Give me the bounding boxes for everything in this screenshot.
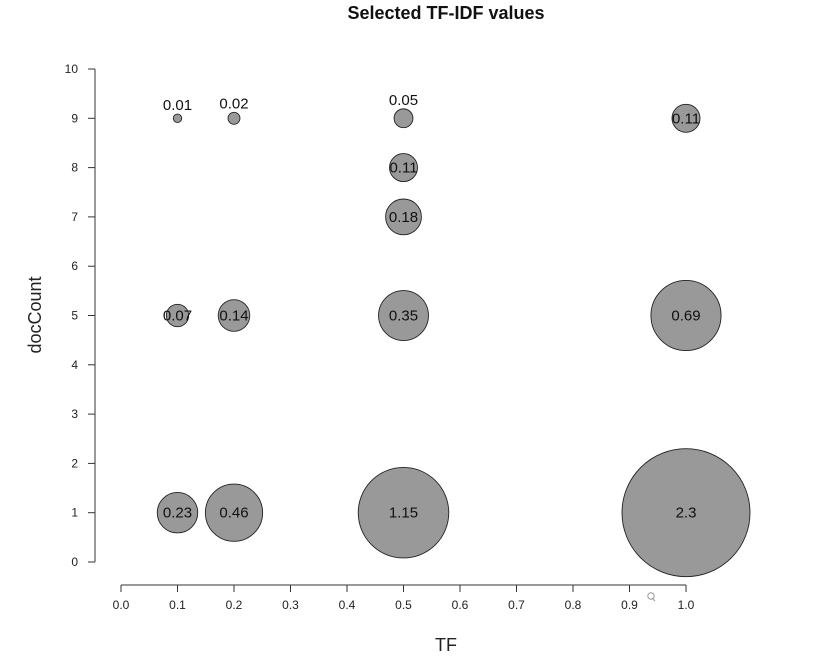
bubble bbox=[156, 492, 199, 534]
bubble bbox=[385, 198, 422, 236]
y-tick-label: 5 bbox=[71, 309, 78, 323]
bubble bbox=[204, 483, 264, 542]
y-tick-label: 10 bbox=[65, 62, 79, 76]
bubble bbox=[671, 103, 701, 133]
y-tick-label: 8 bbox=[71, 161, 78, 175]
bubble-label: 0.23 bbox=[163, 505, 192, 522]
cursor-icon bbox=[647, 592, 656, 602]
x-axis: 0.0 0.1 0.2 0.3 0.4 0.5 0.6 0.7 0.8 0.9 1.0 bbox=[113, 584, 695, 612]
x-tick-label: 0.1 bbox=[169, 598, 186, 612]
bubble bbox=[172, 113, 183, 123]
bubble bbox=[389, 153, 418, 183]
bubble-label: 0.14 bbox=[219, 308, 248, 325]
x-tick-label: 0.5 bbox=[395, 598, 412, 612]
bubble-label: 1.15 bbox=[389, 505, 418, 522]
bubbles: 0.01 0.02 0.05 0.11 0.11 0.18 0.07 0.14 0.35 0.69… bbox=[156, 92, 751, 578]
x-tick-label: 0.2 bbox=[226, 598, 243, 612]
chart-title: Selected TF-IDF values bbox=[347, 3, 544, 23]
bubble-label: 0.69 bbox=[671, 308, 700, 325]
x-tick-label: 0.3 bbox=[282, 598, 299, 612]
x-tick-label: 0.8 bbox=[565, 598, 582, 612]
bubble-label: 0.07 bbox=[163, 308, 192, 325]
y-tick-label: 6 bbox=[71, 259, 78, 273]
bubble bbox=[393, 108, 414, 129]
y-tick-label: 7 bbox=[71, 210, 78, 224]
bubble bbox=[357, 466, 450, 559]
y-tick-label: 1 bbox=[71, 506, 78, 520]
bubble bbox=[378, 290, 429, 341]
bubble-label: 0.11 bbox=[672, 110, 700, 127]
bubble bbox=[227, 111, 241, 125]
x-tick-label: 0.9 bbox=[621, 598, 638, 612]
bubble-label: 0.02 bbox=[219, 95, 248, 112]
x-axis-label: TF bbox=[435, 635, 457, 655]
bubble bbox=[650, 279, 722, 352]
y-axis: 0 1 2 3 4 5 6 7 8 9 10 bbox=[65, 62, 96, 569]
bubble-label: 0.18 bbox=[389, 209, 418, 226]
y-tick-label: 9 bbox=[71, 111, 78, 125]
x-tick-label: 0.0 bbox=[113, 598, 130, 612]
y-tick-label: 3 bbox=[71, 407, 78, 421]
bubble-label: 0.35 bbox=[389, 308, 418, 325]
y-tick-label: 2 bbox=[71, 456, 78, 470]
x-tick-label: 0.6 bbox=[452, 598, 469, 612]
y-tick-label: 4 bbox=[71, 358, 78, 372]
x-tick-label: 0.7 bbox=[508, 598, 525, 612]
bubble-label: 0.05 bbox=[389, 92, 418, 109]
x-tick-label: 1.0 bbox=[678, 598, 695, 612]
bubble-label: 0.46 bbox=[219, 505, 248, 522]
bubble-label: 0.11 bbox=[389, 160, 417, 177]
bubble bbox=[621, 448, 751, 578]
bubble-label: 0.01 bbox=[163, 97, 192, 114]
bubble-label: 2.3 bbox=[676, 505, 697, 522]
x-tick-label: 0.4 bbox=[339, 598, 356, 612]
y-axis-label: docCount bbox=[25, 276, 45, 353]
y-tick-label: 0 bbox=[71, 555, 78, 569]
bubble bbox=[165, 303, 190, 328]
bubble bbox=[217, 299, 251, 332]
